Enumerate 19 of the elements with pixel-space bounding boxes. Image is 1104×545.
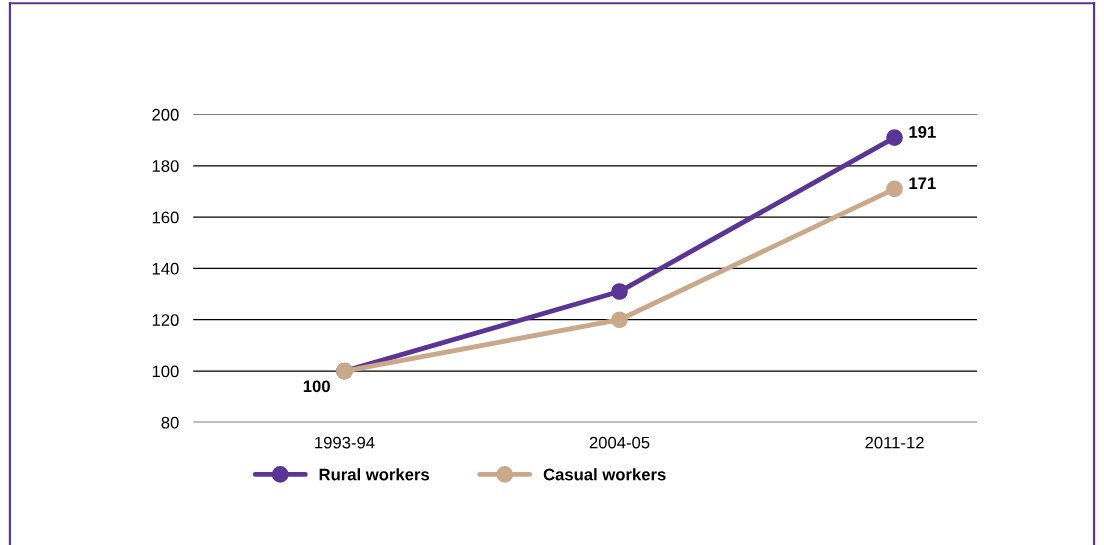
x-tick-label: 1993-94	[315, 436, 375, 449]
y-tick-label: 80	[161, 416, 179, 429]
y-tick-label: 180	[152, 160, 179, 172]
legend-label: Casual workers	[543, 468, 666, 481]
data-label: 171	[909, 177, 936, 190]
data-label: 191	[909, 126, 936, 138]
y-tick-label: 160	[152, 211, 179, 224]
y-tick-label: 100	[152, 365, 179, 378]
x-tick-label: 2004-05	[589, 436, 650, 449]
point	[611, 311, 628, 329]
point	[886, 180, 903, 198]
y-tick-label: 140	[152, 262, 179, 275]
data-label: 100	[303, 380, 330, 393]
y-tick-label: 120	[152, 314, 179, 326]
y-tick-label: 200	[152, 108, 179, 121]
legend-label: Rural workers	[319, 468, 430, 481]
point	[611, 283, 628, 300]
point	[886, 129, 903, 146]
x-tick-label: 2011-12	[865, 436, 924, 449]
